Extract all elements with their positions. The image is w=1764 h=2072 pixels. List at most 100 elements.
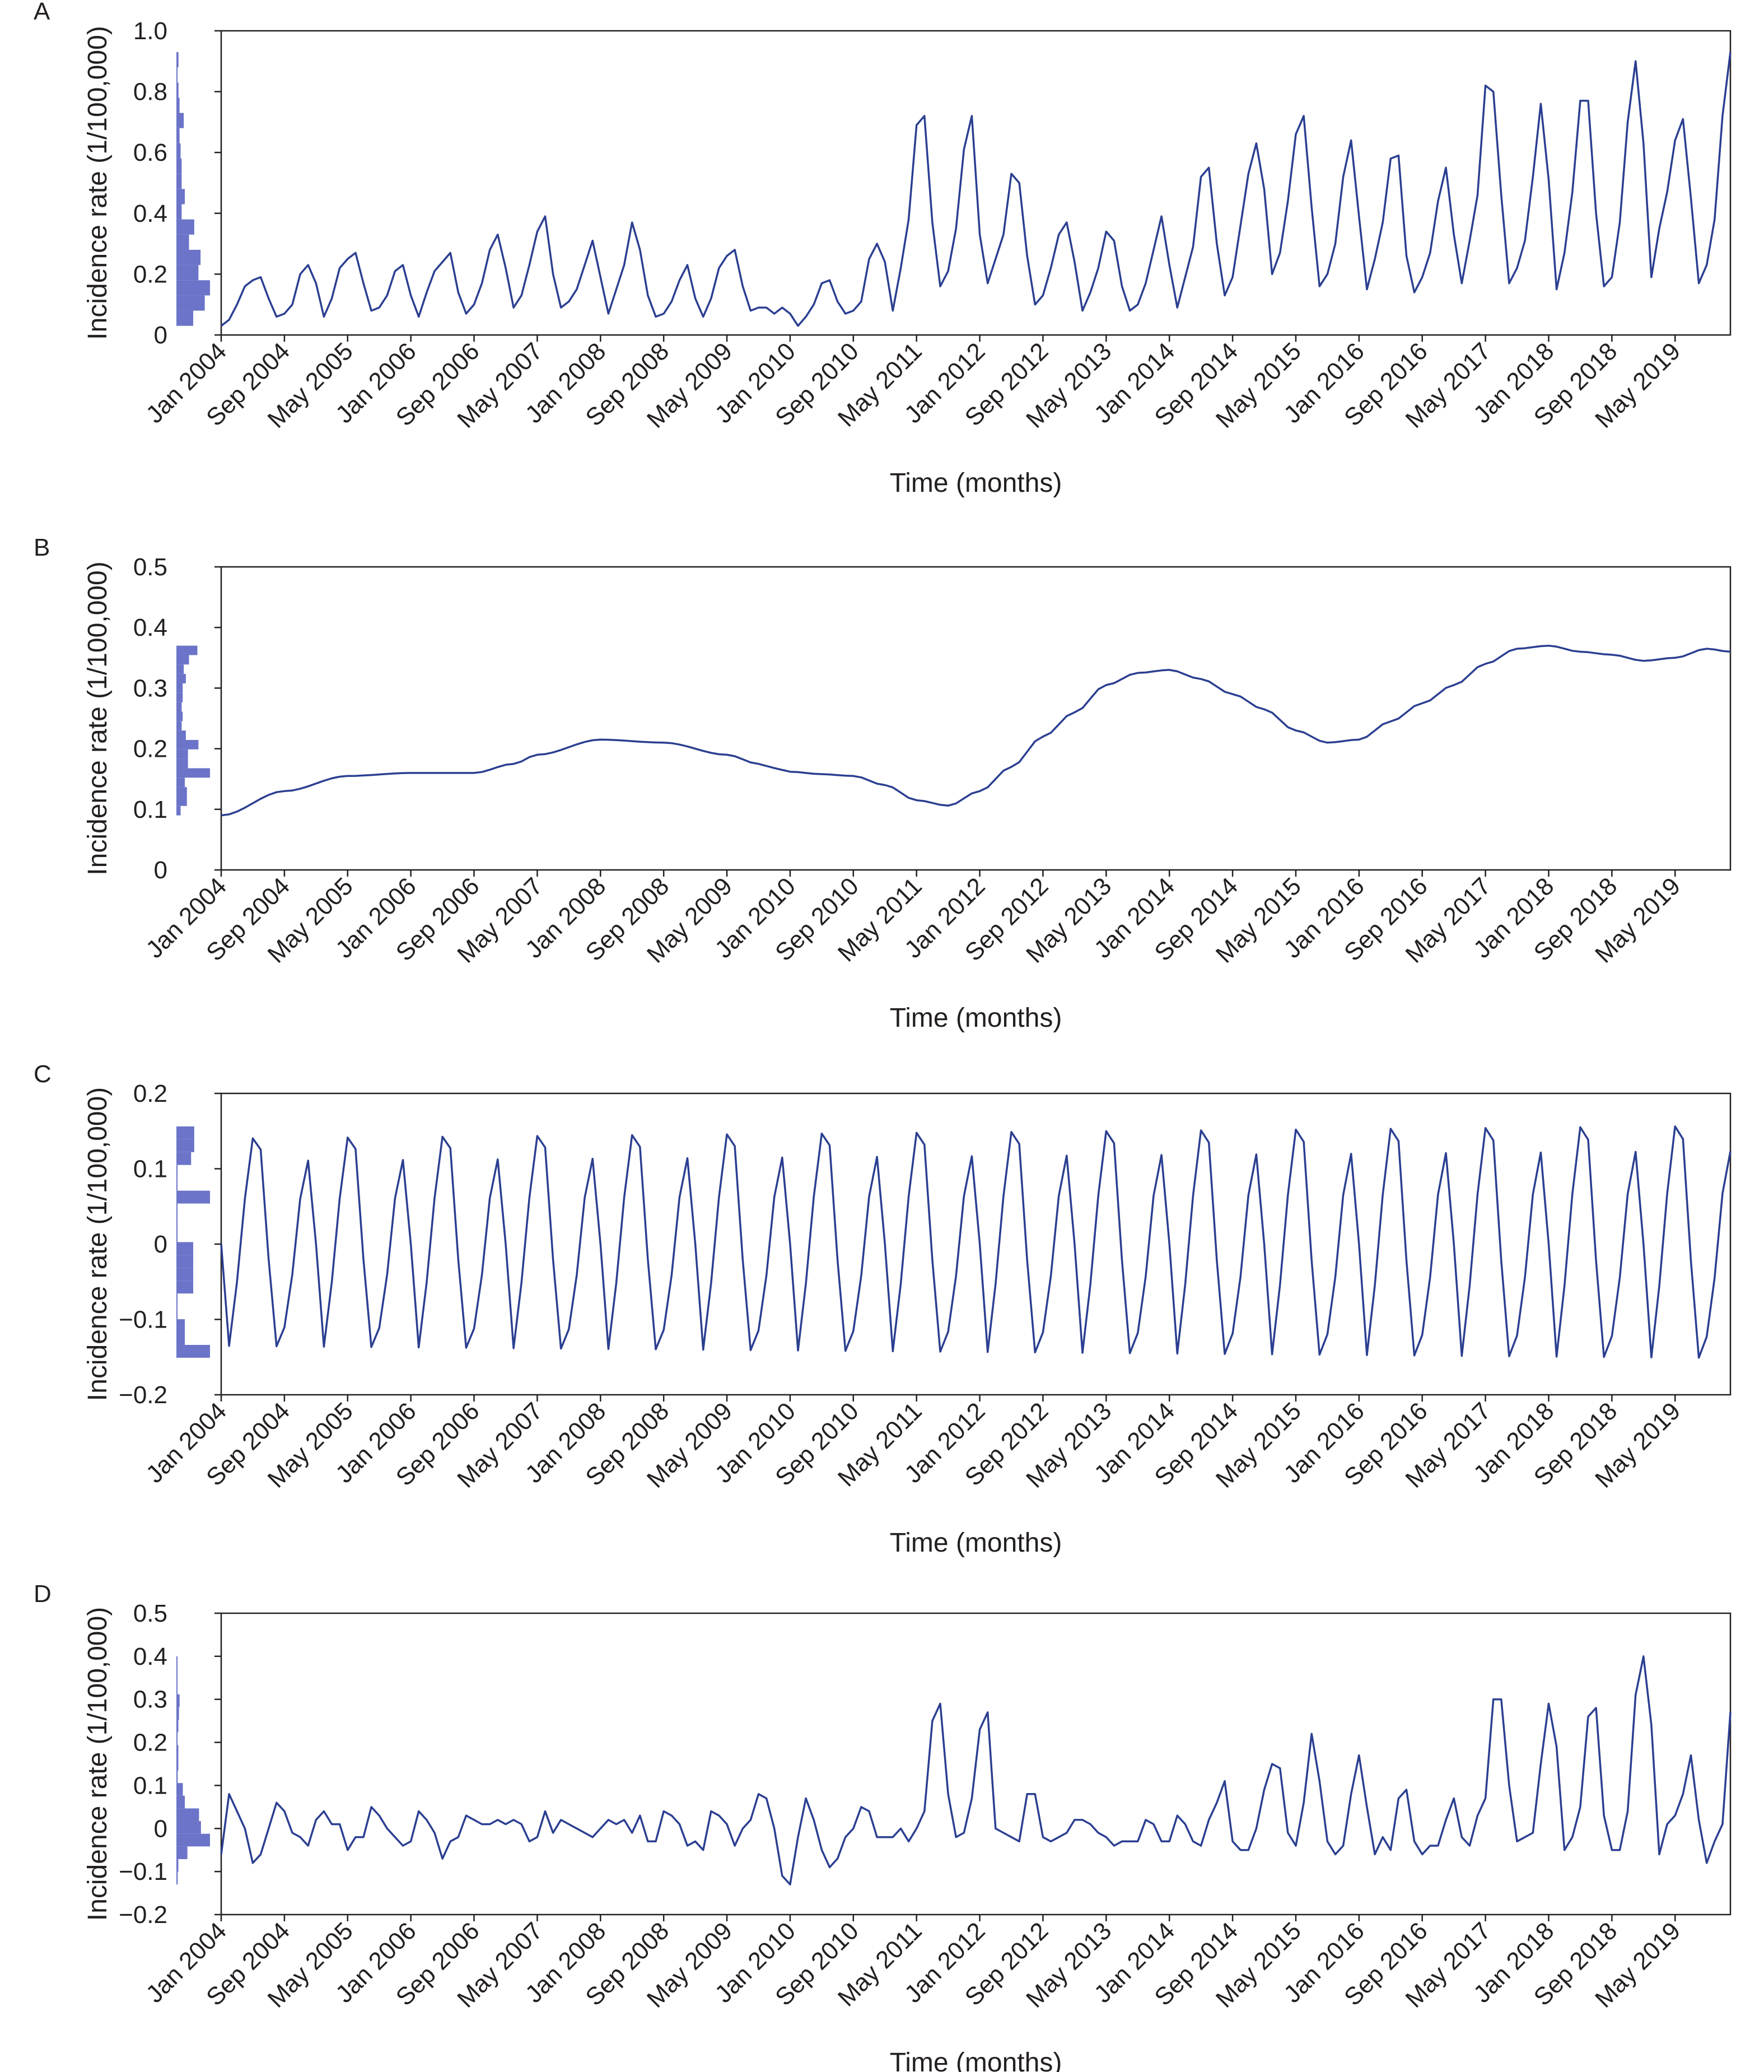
histogram-bar — [176, 1732, 178, 1745]
histogram-bar — [176, 1281, 193, 1294]
panel-letter: A — [34, 0, 50, 25]
histogram-bar — [176, 1707, 179, 1720]
histogram-bar — [176, 1293, 178, 1307]
histogram-bar — [176, 67, 178, 83]
histogram-bar — [176, 655, 189, 665]
x-axis-title: Time (months) — [890, 1003, 1062, 1033]
histogram-bar — [176, 1821, 201, 1834]
panel-c: C −0.2 −0.1 0 0.1 0.2 Incidence rate (1/100,00… — [34, 1060, 1732, 1558]
histogram-bar — [176, 265, 199, 281]
histogram-bar — [176, 1846, 188, 1859]
histogram-bar — [176, 1139, 194, 1152]
panel-letter: B — [34, 534, 50, 561]
histogram-bar — [176, 1720, 179, 1733]
y-axis: −0.2 −0.1 0 0.1 0.2 — [119, 1080, 221, 1409]
histogram-bar — [176, 721, 182, 731]
y-tick-label: 0.2 — [133, 1729, 167, 1757]
histogram-bar — [176, 310, 193, 326]
y-tick-label: −0.2 — [119, 1901, 167, 1929]
histogram-bar — [176, 1669, 178, 1682]
histogram-bar — [176, 1808, 199, 1822]
plot-frame — [220, 1092, 1732, 1396]
panel-d: D −0.2 −0.1 0 0.1 0.2 0.3 0.4 0.5 Incidence rate … — [34, 1580, 1732, 2072]
histogram-bar — [176, 1177, 178, 1191]
histogram-bar — [176, 1229, 178, 1242]
value-histogram — [176, 52, 210, 326]
histogram-bar — [176, 730, 186, 740]
y-tick-label: 0.3 — [133, 674, 167, 702]
histogram-bar — [176, 777, 185, 788]
histogram-bar — [176, 796, 187, 806]
histogram-bar — [176, 758, 188, 769]
y-tick-label: 0.3 — [133, 1686, 167, 1714]
histogram-bar — [176, 1203, 178, 1217]
histogram-bar — [176, 295, 205, 311]
y-tick-label: 0.2 — [133, 735, 167, 763]
y-axis-title: Incidence rate (1/100,000) — [83, 561, 113, 875]
value-histogram — [176, 1126, 210, 1358]
value-histogram — [176, 645, 210, 816]
histogram-bar — [176, 1757, 179, 1771]
y-tick-label: 1.0 — [133, 17, 167, 45]
y-axis: 0 0.1 0.2 0.3 0.4 0.5 — [133, 553, 221, 884]
x-axis-title: Time (months) — [890, 2048, 1062, 2072]
histogram-bar — [176, 1165, 178, 1178]
histogram-bar — [176, 805, 181, 816]
value-histogram — [176, 1656, 210, 1885]
histogram-bar — [176, 1126, 194, 1139]
series-line — [220, 1125, 1732, 1359]
plot-frame — [220, 1612, 1732, 1916]
histogram-bar — [176, 52, 179, 68]
histogram-bar — [176, 1682, 178, 1694]
y-tick-label: −0.1 — [119, 1858, 167, 1885]
histogram-bar — [176, 702, 182, 712]
histogram-bar — [176, 204, 182, 220]
histogram-bar — [176, 1694, 180, 1707]
histogram-bar — [176, 97, 180, 113]
y-axis: −0.2 −0.1 0 0.1 0.2 0.3 0.4 0.5 — [119, 1600, 221, 1929]
histogram-bar — [176, 249, 201, 266]
histogram-bar — [176, 674, 186, 683]
histogram-bar — [176, 280, 210, 296]
histogram-bar — [176, 82, 179, 98]
histogram-bar — [176, 189, 185, 204]
panel-b: B 0 0.1 0.2 0.3 0.4 0.5 Incidence rate (1/100,0… — [34, 534, 1732, 1033]
y-tick-label: 0.8 — [133, 78, 167, 106]
histogram-bar — [176, 692, 183, 702]
histogram-bar — [176, 1190, 210, 1204]
y-tick-label: 0.1 — [133, 796, 167, 823]
y-tick-label: 0 — [154, 1815, 167, 1842]
histogram-bar — [176, 1795, 185, 1809]
series-line — [220, 1655, 1732, 1885]
histogram-bar — [176, 1770, 178, 1784]
x-axis-title: Time (months) — [890, 468, 1062, 498]
panel-letter: C — [34, 1060, 52, 1088]
histogram-bar — [176, 1833, 210, 1847]
histogram-bar — [176, 1268, 193, 1281]
y-tick-label: 0.4 — [133, 200, 167, 227]
histogram-bar — [176, 128, 180, 143]
y-tick-label: 0 — [154, 856, 167, 884]
y-tick-label: −0.1 — [119, 1306, 167, 1334]
panel-letter: D — [34, 1580, 52, 1608]
y-tick-label: 0.6 — [133, 139, 167, 166]
histogram-bar — [176, 787, 187, 797]
y-axis-title: Incidence rate (1/100,000) — [83, 1087, 113, 1401]
y-tick-label: 0.5 — [133, 553, 167, 581]
y-axis-title: Incidence rate (1/100,000) — [83, 26, 113, 339]
y-tick-label: −0.2 — [119, 1381, 167, 1409]
y-tick-label: 0.4 — [133, 1643, 167, 1670]
y-tick-label: 0.2 — [133, 1080, 167, 1107]
histogram-bar — [176, 219, 194, 235]
plot-frame — [220, 30, 1732, 336]
histogram-bar — [176, 664, 184, 674]
histogram-bar — [176, 234, 189, 250]
histogram-bar — [176, 1255, 193, 1268]
histogram-bar — [176, 1656, 178, 1669]
histogram-bar — [176, 1152, 192, 1165]
histogram-bar — [176, 1242, 193, 1255]
